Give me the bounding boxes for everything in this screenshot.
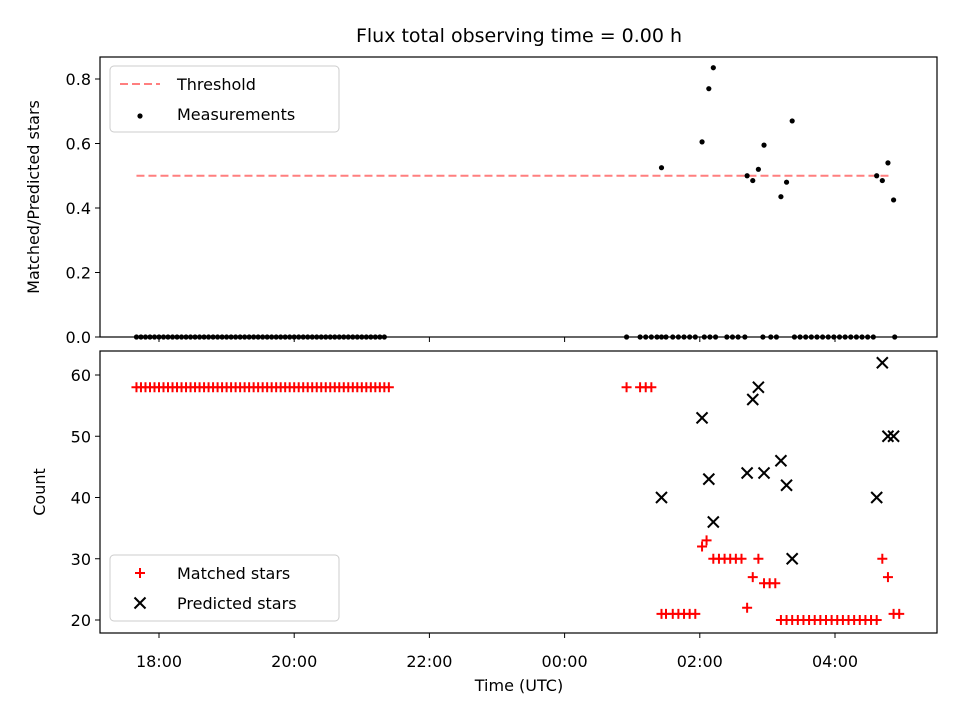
predicted-stars-point bbox=[752, 381, 765, 394]
x-tick-label: 20:00 bbox=[271, 652, 317, 671]
ratio-legend: Threshold Measurements bbox=[109, 65, 340, 133]
measurement-point bbox=[750, 177, 756, 184]
predicted-stars-point bbox=[881, 430, 895, 443]
legend-measurements-swatch bbox=[137, 113, 143, 119]
y-tick-label: 60 bbox=[71, 366, 91, 385]
ratio-marks bbox=[133, 65, 898, 340]
ratio-panel: 0.00.20.40.60.8 Matched/Predicted stars … bbox=[24, 56, 938, 347]
matched-stars-point bbox=[701, 535, 712, 546]
measurement-point bbox=[778, 194, 784, 200]
matched-stars-point bbox=[736, 553, 747, 564]
legend-label: Predicted stars bbox=[177, 594, 297, 613]
legend-label: Threshold bbox=[176, 75, 256, 94]
count-ticks: 20 30 40 50 60 bbox=[71, 366, 100, 630]
measurement-point bbox=[755, 166, 761, 172]
predicted-stars-point bbox=[746, 393, 759, 406]
count-panel: 20 30 40 50 60 Count Matched stars Predicted … bbox=[30, 350, 938, 634]
predicted-stars-point bbox=[887, 430, 900, 443]
x-tick-label: 02:00 bbox=[677, 652, 723, 671]
measurement-point bbox=[874, 173, 880, 179]
count-legend: Matched stars Predicted stars bbox=[109, 554, 340, 622]
ratio-ticks: 0.0 0.2 0.4 0.6 0.8 bbox=[66, 70, 100, 347]
y-tick-label: 20 bbox=[71, 611, 91, 630]
predicted-stars-point bbox=[876, 356, 889, 369]
matched-stars-point bbox=[690, 608, 701, 619]
y-tick-label: 0.4 bbox=[66, 199, 91, 218]
measurement-point bbox=[744, 173, 750, 179]
x-axis-label: Time (UTC) bbox=[474, 676, 563, 695]
measurement-point bbox=[789, 118, 795, 124]
y-tick-label: 0.6 bbox=[66, 135, 91, 154]
matched-stars-point bbox=[770, 578, 781, 589]
measurement-point bbox=[890, 197, 897, 203]
y-tick-label: 0.8 bbox=[66, 70, 91, 89]
x-axis-ticks: 18:00 20:00 22:00 00:00 02:00 04:00 bbox=[136, 337, 858, 671]
count-ylabel: Count bbox=[30, 468, 49, 516]
matched-stars-point bbox=[697, 541, 708, 552]
count-axes-frame bbox=[99, 350, 938, 634]
x-tick-label: 00:00 bbox=[542, 652, 588, 671]
legend-label: Measurements bbox=[177, 105, 295, 124]
legend-box bbox=[109, 65, 340, 133]
legend-box bbox=[109, 554, 340, 622]
measurement-point bbox=[658, 165, 665, 171]
matched-stars-point bbox=[882, 572, 893, 583]
legend-predicted-swatch bbox=[133, 596, 147, 610]
matched-stars-point bbox=[877, 553, 888, 564]
predicted-stars-point bbox=[702, 472, 716, 486]
matched-stars-point bbox=[871, 615, 882, 625]
measurement-point bbox=[699, 139, 705, 145]
predicted-stars-point bbox=[707, 515, 720, 529]
measurement-point bbox=[710, 65, 716, 71]
measurement-point bbox=[761, 142, 767, 148]
matched-stars-point bbox=[894, 608, 905, 619]
legend-matched-swatch bbox=[135, 568, 145, 578]
matched-stars-point bbox=[383, 382, 394, 393]
measurement-point bbox=[885, 160, 891, 166]
ratio-axes-frame bbox=[99, 56, 938, 338]
predicted-stars-point bbox=[655, 491, 668, 504]
y-tick-label: 0.0 bbox=[66, 328, 91, 347]
x-tick-label: 04:00 bbox=[812, 652, 858, 671]
matched-stars-point bbox=[753, 553, 764, 564]
matched-stars-point bbox=[747, 572, 758, 583]
predicted-stars-point bbox=[740, 466, 754, 480]
measurement-point bbox=[783, 179, 790, 185]
predicted-stars-point bbox=[695, 411, 709, 425]
predicted-stars-point bbox=[870, 491, 883, 504]
matched-stars-point bbox=[621, 382, 632, 393]
measurement-point bbox=[879, 177, 885, 184]
x-tick-label: 22:00 bbox=[406, 652, 452, 671]
predicted-stars-point bbox=[785, 552, 799, 565]
y-tick-label: 40 bbox=[71, 489, 91, 508]
y-tick-label: 50 bbox=[71, 427, 91, 446]
predicted-stars-point bbox=[780, 479, 793, 492]
chart-title: Flux total observing time = 0.00 h bbox=[356, 25, 682, 47]
ratio-ylabel: Matched/Predicted stars bbox=[24, 100, 43, 294]
y-tick-label: 30 bbox=[71, 550, 91, 569]
measurement-point bbox=[706, 86, 712, 92]
y-tick-label: 0.2 bbox=[66, 264, 91, 283]
predicted-stars-point bbox=[774, 454, 788, 467]
count-marks bbox=[131, 356, 905, 625]
matched-stars-point bbox=[742, 602, 753, 613]
matched-stars-point bbox=[646, 382, 657, 393]
legend-label: Matched stars bbox=[177, 564, 290, 583]
x-tick-label: 18:00 bbox=[136, 652, 182, 671]
predicted-stars-point bbox=[757, 466, 771, 480]
